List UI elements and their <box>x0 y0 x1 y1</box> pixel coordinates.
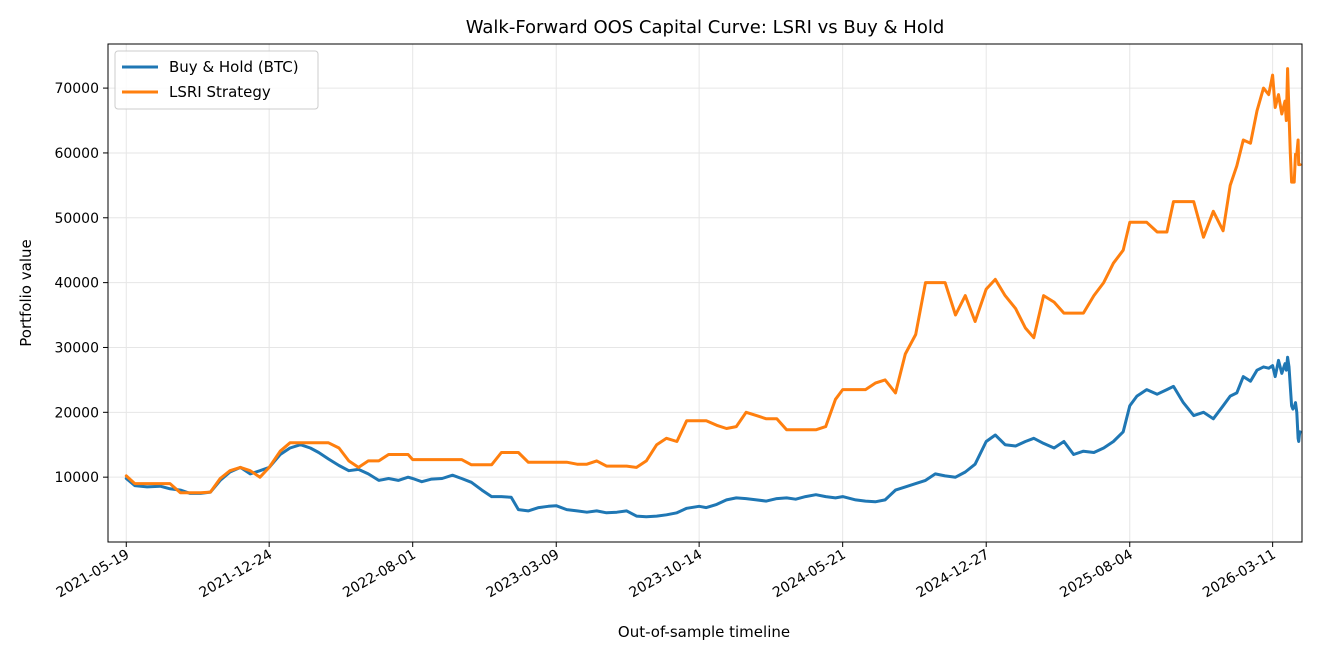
legend-label-buy-hold: Buy & Hold (BTC) <box>169 58 299 76</box>
y-tick-label: 60000 <box>54 146 99 162</box>
plot-frame <box>107 43 1303 543</box>
grid <box>108 44 1302 542</box>
legend: Buy & Hold (BTC) LSRI Strategy <box>114 50 319 110</box>
series-line-buy-hold <box>124 355 1302 519</box>
series-lines <box>124 67 1302 519</box>
y-axis-title: Portfolio value <box>17 239 35 346</box>
y-tick-label: 20000 <box>54 405 99 421</box>
y-tick-label: 70000 <box>54 81 99 97</box>
x-axis-title: Out-of-sample timeline <box>618 623 790 641</box>
series-line-lsri <box>124 67 1302 495</box>
legend-box <box>114 50 319 110</box>
legend-label-lsri: LSRI Strategy <box>169 83 271 101</box>
y-tick-label: 40000 <box>54 276 99 292</box>
y-axis: 10000 20000 30000 40000 50000 60000 70000 <box>54 81 108 486</box>
y-tick-label: 30000 <box>54 340 99 356</box>
y-tick-label: 10000 <box>54 470 99 486</box>
chart-title: Walk-Forward OOS Capital Curve: LSRI vs … <box>466 17 945 38</box>
y-tick-label: 50000 <box>54 211 99 227</box>
